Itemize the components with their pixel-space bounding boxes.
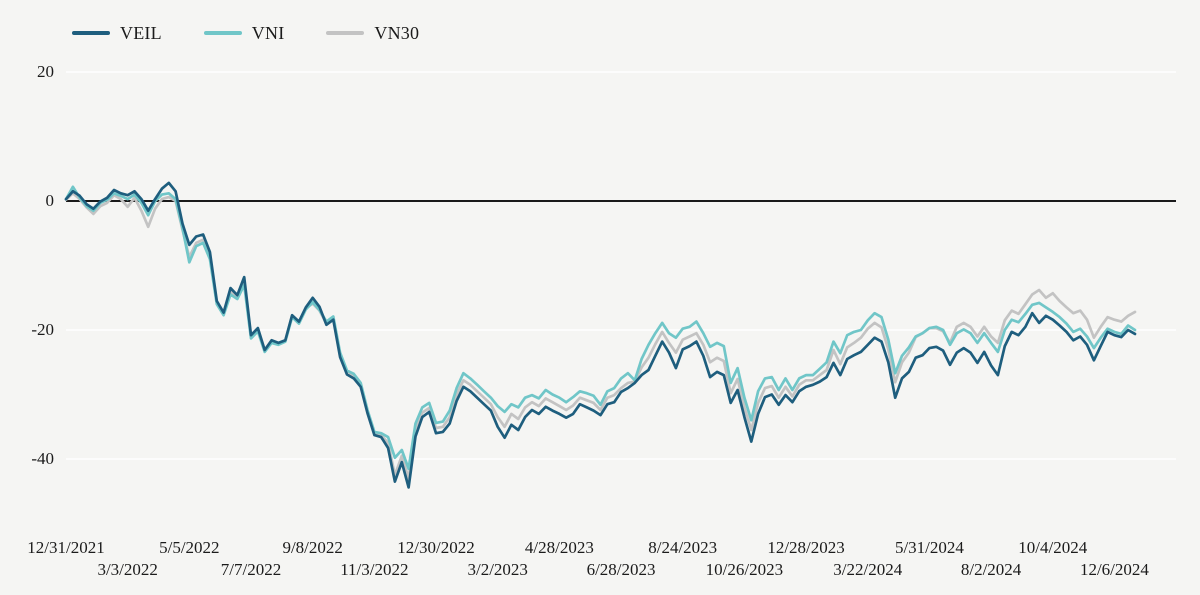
y-tick-label: 20 [37,62,54,81]
legend-swatch-veil [72,31,110,35]
x-tick-label: 12/6/2024 [1079,560,1149,579]
x-tick-label: 3/2/2023 [467,560,528,579]
y-tick-label: -40 [31,449,54,468]
x-tick-label: 10/4/2024 [1018,538,1088,557]
y-tick-label: -20 [31,320,54,339]
x-tick-label: 12/31/2021 [27,538,105,557]
x-tick-label: 8/2/2024 [960,560,1022,579]
x-tick-label: 4/28/2023 [524,538,594,557]
x-tick-label: 5/31/2024 [894,538,964,557]
legend-swatch-vni [203,31,242,35]
x-tick-label: 11/3/2022 [340,560,409,579]
legend-label: VEIL [120,23,162,43]
x-tick-label: 3/22/2024 [833,560,903,579]
legend-item-vn30[interactable]: VN30 [326,24,419,42]
legend-item-veil[interactable]: VEIL [72,24,162,42]
series-line-vn30 [64,191,1137,480]
x-tick-label: 3/3/2022 [97,560,158,579]
x-tick-label: 10/26/2023 [705,560,784,579]
x-tick-label: 9/8/2022 [282,538,343,557]
series-line-veil [64,181,1137,489]
x-tick-label: 12/28/2023 [767,538,845,557]
legend-item-vni[interactable]: VNI [203,23,285,43]
x-tick-label: 7/7/2022 [220,560,282,579]
legend: VEIL VNI VN30 [72,24,419,42]
x-tick-label: 8/24/2023 [648,538,718,557]
x-tick-label: 12/30/2022 [397,538,475,557]
legend-label: VN30 [374,23,420,43]
x-tick-label: 6/28/2023 [586,560,656,579]
legend-label: VNI [251,23,285,43]
legend-swatch-vn30 [326,31,365,35]
x-tick-label: 5/5/2022 [159,538,220,557]
series-line-vni [64,185,1137,471]
y-tick-label: 0 [45,191,55,210]
